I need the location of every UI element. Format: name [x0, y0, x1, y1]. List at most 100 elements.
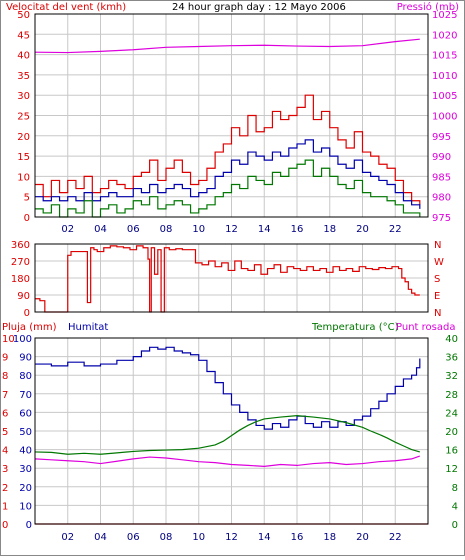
- hum-y-tick-6: 60: [19, 408, 32, 419]
- hum-x-tick-2: 06: [127, 532, 140, 543]
- hum-x-tick-6: 14: [258, 532, 271, 543]
- rain-y-tick-5: 5: [2, 427, 8, 438]
- temp-y-tick-4: 16: [445, 446, 458, 457]
- hum-y-tick-1: 10: [19, 501, 32, 512]
- dewpoint-axis-title: Punt rosada: [396, 322, 455, 333]
- temp-y-tick-7: 28: [445, 390, 458, 401]
- hum-x-tick-1: 04: [94, 532, 107, 543]
- wind-x-tick-4: 10: [192, 224, 205, 235]
- dir-frame: [34, 243, 429, 313]
- hum-y-tick-8: 80: [19, 371, 32, 382]
- pressure-y-tick-10: 1025: [432, 10, 457, 21]
- hum-x-tick-8: 18: [323, 532, 336, 543]
- wind-x-tick-3: 08: [160, 224, 173, 235]
- temp-y-tick-8: 32: [445, 371, 458, 382]
- temp-y-tick-1: 4: [452, 501, 458, 512]
- rain-y-tick-0: 0: [2, 520, 8, 531]
- wind-x-tick-6: 14: [258, 224, 271, 235]
- pressure-axis-title: Pressió (mb): [397, 1, 459, 13]
- pressure-y-tick-9: 1020: [432, 30, 457, 41]
- pressure-y-tick-5: 1000: [432, 112, 457, 123]
- humidity-axis-title: Humitat: [68, 322, 108, 333]
- rain-y-tick-7: 7: [2, 390, 8, 401]
- wind-x-tick-8: 18: [323, 224, 336, 235]
- rain-y-tick-9: 9: [2, 353, 8, 364]
- gust-line: [35, 94, 421, 205]
- wind-y-tick-6: 30: [17, 91, 30, 102]
- rain-humidity-temperature-panel: 0123456789100102030405060708090100048121…: [2, 334, 458, 543]
- wind-direction-line: [35, 245, 420, 313]
- temp-y-tick-2: 8: [452, 483, 458, 494]
- temp-y-tick-10: 40: [445, 334, 458, 345]
- wind-y-tick-0: 0: [24, 213, 30, 224]
- wind-speed-axis-title: Velocitat del vent (kmh): [6, 2, 126, 13]
- dir-y-tick-2: 180: [11, 274, 30, 285]
- hum-y-tick-10: 100: [13, 334, 32, 345]
- compass-tick-2: S: [434, 274, 440, 285]
- wind-y-tick-5: 25: [17, 112, 30, 123]
- temp-y-tick-5: 20: [445, 427, 458, 438]
- wind-y-tick-3: 15: [17, 152, 30, 163]
- humidity-line: [35, 346, 421, 430]
- wind-pressure-panel: 0510152025303540455097598098599099510001…: [17, 10, 457, 235]
- wind-y-tick-10: 50: [17, 10, 30, 21]
- hum-x-tick-3: 08: [160, 532, 173, 543]
- hum-y-tick-9: 90: [19, 353, 32, 364]
- hum-x-tick-10: 22: [389, 532, 402, 543]
- hum-y-tick-0: 0: [26, 520, 32, 531]
- compass-tick-3: E: [434, 291, 440, 302]
- hum-y-tick-4: 40: [19, 446, 32, 457]
- hum-y-tick-3: 30: [19, 464, 32, 475]
- compass-tick-1: W: [434, 257, 444, 268]
- pressure-y-tick-1: 980: [432, 193, 451, 204]
- wind-x-tick-9: 20: [356, 224, 369, 235]
- rain-y-tick-1: 1: [2, 501, 8, 512]
- rain-y-tick-4: 4: [2, 446, 8, 457]
- pressure-y-tick-8: 1015: [432, 51, 457, 62]
- rain-y-tick-10: 10: [2, 334, 15, 345]
- pressure-y-tick-6: 1005: [432, 91, 457, 102]
- dir-y-tick-3: 270: [11, 257, 30, 268]
- wind-x-tick-0: 02: [61, 224, 74, 235]
- wind-y-tick-2: 10: [17, 172, 30, 183]
- hum-frame: [34, 337, 429, 525]
- dir-y-tick-4: 360: [11, 240, 30, 251]
- wind-y-tick-7: 35: [17, 71, 30, 82]
- wind-y-tick-4: 20: [17, 132, 30, 143]
- wind-y-tick-1: 5: [24, 193, 30, 204]
- rain-y-tick-2: 2: [2, 483, 8, 494]
- wind-x-tick-1: 04: [94, 224, 107, 235]
- compass-tick-4: N: [434, 308, 441, 319]
- wind-x-tick-5: 12: [225, 224, 238, 235]
- pressure-y-tick-3: 990: [432, 152, 451, 163]
- hum-y-tick-5: 50: [19, 427, 32, 438]
- pressure-y-tick-7: 1010: [432, 71, 457, 82]
- rain-y-tick-8: 8: [2, 371, 8, 382]
- dewpoint-line: [34, 455, 421, 467]
- dir-y-tick-0: 0: [24, 308, 30, 319]
- rain-axis-title: Pluja (mm): [2, 322, 57, 333]
- temp-y-tick-0: 0: [452, 520, 458, 531]
- temp-y-tick-6: 24: [445, 408, 458, 419]
- chart-title: 24 hour graph day : 12 Mayo 2006: [172, 2, 346, 13]
- wind-x-tick-2: 06: [127, 224, 140, 235]
- hum-x-tick-4: 10: [192, 532, 205, 543]
- temp-y-tick-9: 36: [445, 353, 458, 364]
- hum-y-tick-7: 70: [19, 390, 32, 401]
- rain-y-tick-6: 6: [2, 408, 8, 419]
- hum-y-tick-2: 20: [19, 483, 32, 494]
- rain-y-tick-3: 3: [2, 464, 8, 475]
- wind-x-tick-10: 22: [389, 224, 402, 235]
- pressure-y-tick-0: 975: [432, 213, 451, 224]
- avg_wind-line: [35, 139, 421, 209]
- temperature-axis-title: Temperatura (°C): [311, 322, 399, 333]
- temp-y-tick-3: 12: [445, 464, 458, 475]
- dir-y-tick-1: 90: [17, 291, 30, 302]
- wind-x-tick-7: 16: [291, 224, 304, 235]
- compass-tick-0: N: [434, 240, 441, 251]
- wind-y-tick-8: 40: [17, 51, 30, 62]
- pressure-y-tick-2: 985: [432, 172, 451, 183]
- temperature-line: [34, 415, 420, 455]
